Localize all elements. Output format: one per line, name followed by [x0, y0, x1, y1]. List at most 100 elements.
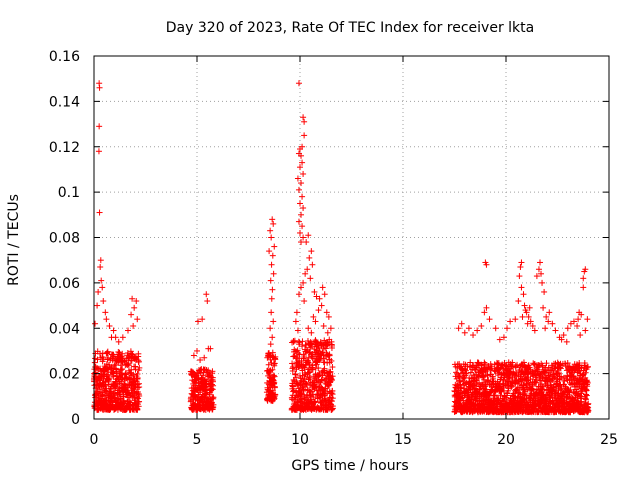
data-point	[119, 366, 126, 373]
data-point	[200, 372, 207, 379]
data-point	[479, 369, 486, 376]
y-tick-label: 0	[71, 412, 80, 428]
grid-lines	[94, 56, 609, 419]
data-point	[125, 362, 132, 369]
data-point	[328, 376, 335, 383]
data-point	[558, 373, 565, 380]
data-point	[558, 385, 565, 392]
data-point	[505, 387, 512, 394]
data-point	[484, 372, 491, 379]
data-point	[109, 369, 116, 376]
data-point	[316, 371, 323, 378]
x-tick-label: 25	[600, 432, 618, 448]
data-point	[104, 348, 111, 355]
data-point	[134, 406, 141, 413]
data-point	[329, 377, 336, 384]
data-point	[312, 398, 319, 405]
data-point	[309, 362, 316, 369]
data-point	[134, 374, 141, 381]
data-point	[482, 361, 489, 368]
data-point	[301, 353, 308, 360]
data-point	[135, 350, 142, 357]
data-point	[556, 370, 563, 377]
data-point	[539, 362, 546, 369]
data-point	[514, 381, 521, 388]
y-tick-label: 0.02	[49, 367, 80, 383]
data-point	[462, 367, 469, 374]
y-tick-label: 0.12	[49, 140, 80, 156]
data-point	[203, 391, 210, 398]
data-point	[463, 370, 470, 377]
data-point	[135, 358, 142, 365]
data-point	[271, 373, 278, 380]
data-point	[272, 353, 279, 360]
data-point	[210, 382, 217, 389]
data-point	[271, 379, 278, 386]
data-point	[136, 364, 143, 371]
data-point	[306, 361, 313, 368]
data-point	[94, 356, 101, 363]
data-point	[456, 377, 463, 384]
data-point	[116, 349, 123, 356]
x-tick-label: 15	[394, 432, 412, 448]
data-point	[319, 349, 326, 356]
data-point	[549, 387, 556, 394]
data-point	[550, 384, 557, 391]
data-point	[519, 368, 526, 375]
data-point	[322, 345, 329, 352]
data-points	[90, 80, 592, 416]
data-point	[296, 339, 303, 346]
data-point	[272, 391, 279, 398]
x-tick-label: 5	[193, 432, 202, 448]
data-point	[329, 406, 336, 413]
data-point	[209, 368, 216, 375]
data-point	[308, 340, 315, 347]
data-point	[119, 350, 126, 357]
x-tick-label: 10	[291, 432, 309, 448]
data-point	[318, 376, 325, 383]
data-point	[210, 394, 217, 401]
data-point	[457, 381, 464, 388]
data-point	[210, 401, 217, 408]
chart-title: Day 320 of 2023, Rate Of TEC Index for r…	[166, 20, 534, 36]
data-point	[116, 389, 123, 396]
data-point	[328, 344, 335, 351]
data-point	[106, 375, 113, 382]
data-point	[271, 360, 278, 367]
y-tick-label: 0.14	[49, 94, 80, 110]
data-point	[123, 371, 130, 378]
data-point	[136, 398, 143, 405]
data-point	[290, 339, 297, 346]
data-point	[329, 364, 336, 371]
data-point	[328, 398, 335, 405]
data-point	[514, 361, 521, 368]
data-point	[299, 338, 306, 345]
data-point	[192, 379, 199, 386]
data-point	[291, 337, 298, 344]
data-point	[487, 366, 494, 373]
data-point	[314, 339, 321, 346]
y-axis-label: ROTI / TECUs	[6, 194, 22, 286]
data-point	[328, 357, 335, 364]
y-tick-label: 0.06	[49, 276, 80, 292]
data-point	[457, 389, 464, 396]
data-point	[324, 388, 331, 395]
data-point	[105, 376, 112, 383]
y-tick-label: 0.1	[58, 185, 80, 201]
data-point	[509, 359, 516, 366]
data-point	[117, 391, 124, 398]
data-point	[306, 392, 313, 399]
data-point	[270, 372, 277, 379]
x-axis-label: GPS time / hours	[291, 458, 408, 474]
data-point	[310, 394, 317, 401]
y-tick-label: 0.04	[49, 321, 80, 337]
data-point	[208, 381, 215, 388]
data-point	[315, 365, 322, 372]
data-point	[125, 360, 132, 367]
data-point	[96, 350, 103, 357]
x-tick-label: 0	[90, 432, 99, 448]
data-point	[313, 361, 320, 368]
data-point	[293, 379, 300, 386]
data-point	[269, 366, 276, 373]
